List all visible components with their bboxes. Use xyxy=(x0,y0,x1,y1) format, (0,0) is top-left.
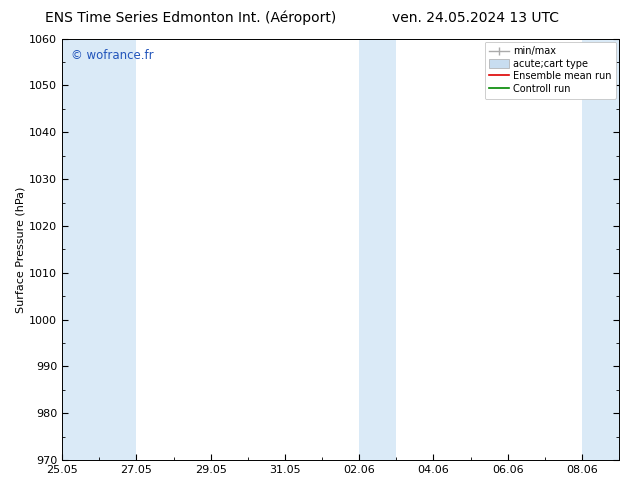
Text: ENS Time Series Edmonton Int. (Aéroport): ENS Time Series Edmonton Int. (Aéroport) xyxy=(44,11,336,25)
Bar xyxy=(100,39,136,460)
Text: © wofrance.fr: © wofrance.fr xyxy=(70,49,153,62)
Legend: min/max, acute;cart type, Ensemble mean run, Controll run: min/max, acute;cart type, Ensemble mean … xyxy=(484,42,616,98)
Text: ven. 24.05.2024 13 UTC: ven. 24.05.2024 13 UTC xyxy=(392,11,559,25)
Bar xyxy=(62,39,100,460)
Y-axis label: Surface Pressure (hPa): Surface Pressure (hPa) xyxy=(15,186,25,313)
Bar xyxy=(582,39,619,460)
Bar xyxy=(359,39,396,460)
